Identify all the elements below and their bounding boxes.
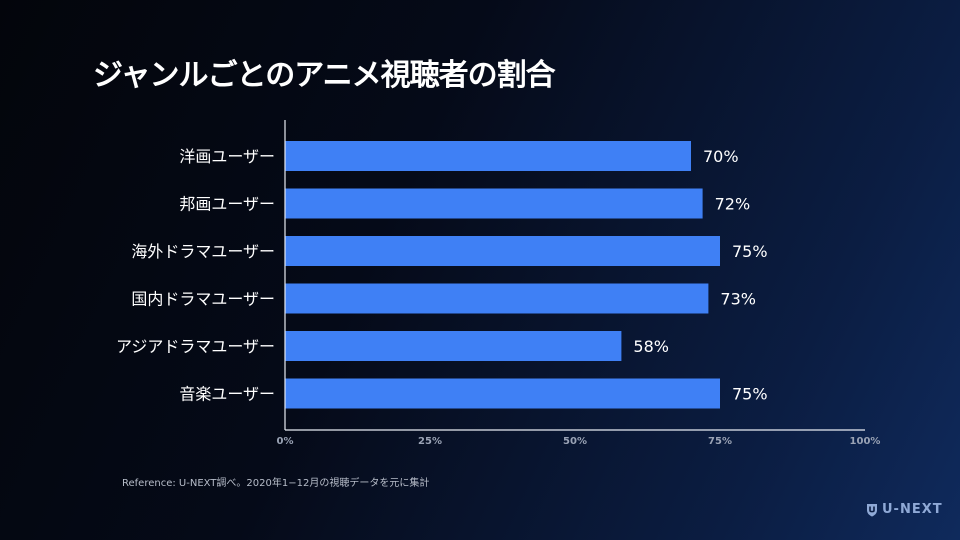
category-label: 海外ドラマユーザー	[131, 242, 275, 261]
x-tick-label: 75%	[708, 436, 732, 447]
value-label: 75%	[732, 385, 768, 404]
category-label: 音楽ユーザー	[179, 385, 275, 404]
x-tick-label: 25%	[418, 436, 442, 447]
u-next-logo: U-NEXT	[866, 502, 943, 517]
value-label: 73%	[720, 290, 756, 309]
category-label: 洋画ユーザー	[179, 147, 275, 166]
reference-note: Reference: U-NEXT調べ。2020年1−12月の視聴データを元に集…	[122, 478, 430, 489]
bar	[285, 283, 709, 314]
shield-icon	[867, 503, 877, 516]
value-label: 70%	[703, 147, 739, 166]
x-tick-label: 100%	[850, 436, 881, 447]
value-label: 58%	[633, 337, 669, 356]
category-label: 邦画ユーザー	[179, 195, 275, 214]
logo-text: U-NEXT	[882, 502, 943, 517]
x-tick-label: 0%	[277, 436, 294, 447]
bar	[285, 331, 622, 361]
x-tick-label: 50%	[563, 436, 587, 447]
bar	[285, 141, 691, 171]
bar	[285, 236, 720, 266]
bar	[285, 188, 703, 219]
value-label: 72%	[715, 195, 751, 214]
page-title: ジャンルごとのアニメ視聴者の割合	[93, 58, 556, 93]
bar	[285, 378, 720, 409]
category-label: 国内ドラマユーザー	[131, 290, 275, 309]
category-label: アジアドラマユーザー	[116, 337, 275, 356]
value-label: 75%	[732, 242, 768, 261]
